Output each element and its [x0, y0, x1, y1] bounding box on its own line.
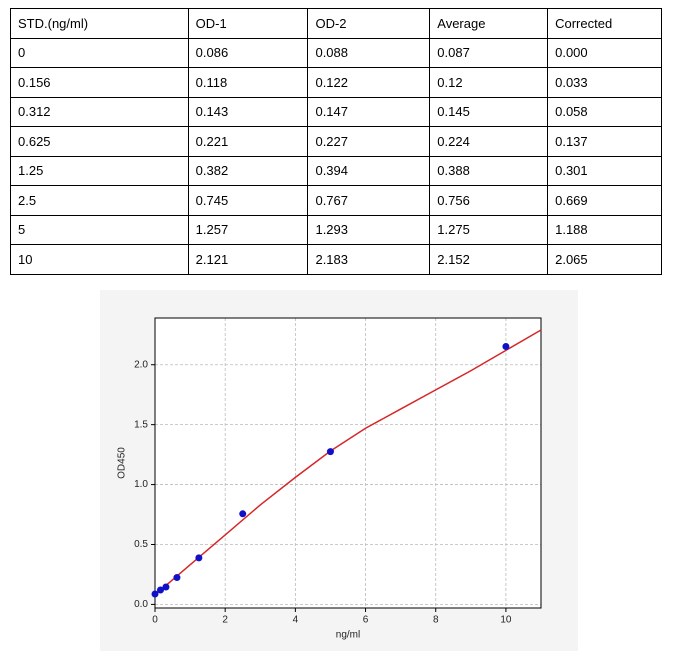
data-point: [173, 574, 181, 582]
data-point: [195, 554, 203, 562]
x-tick-label: 10: [500, 615, 512, 626]
table-cell: 0.156: [10, 67, 189, 98]
table-cell: 0.224: [429, 126, 549, 157]
y-axis-label: OD450: [117, 447, 128, 479]
y-tick-label: 0.5: [134, 539, 148, 550]
plot-area: [155, 318, 541, 608]
table-cell: 0.058: [547, 96, 662, 127]
data-point: [162, 583, 170, 591]
table-cell: 0.301: [547, 155, 662, 186]
table-cell: 0.669: [547, 185, 662, 216]
table-row: 10 2.121 2.183 2.152 2.065: [10, 244, 662, 275]
table-cell: 0.382: [187, 155, 309, 186]
table-cell: 2.183: [307, 244, 431, 275]
x-tick-label: 8: [433, 615, 439, 626]
y-tick-label: 1.0: [134, 479, 148, 490]
axes-frame: [154, 317, 542, 609]
table-row: 0 0.086 0.088 0.087 0.000: [10, 37, 662, 68]
table-row: 0.312 0.143 0.147 0.145 0.058: [10, 96, 662, 127]
y-tick-label: 1.5: [134, 419, 148, 430]
table-cell: 10: [10, 244, 189, 275]
table-cell: 0.143: [187, 96, 309, 127]
table-cell: 2.152: [429, 244, 549, 275]
table-cell: 0.12: [429, 67, 549, 98]
data-point: [502, 343, 510, 351]
data-table: STD.(ng/ml) OD-1 OD-2 Average Corrected 0 0.08…: [10, 8, 662, 275]
table-cell: 2.065: [547, 244, 662, 275]
table-cell: 0.221: [187, 126, 309, 157]
table-cell: 0.145: [429, 96, 549, 127]
table-cell: Average: [429, 8, 549, 39]
fit-curve: [154, 329, 542, 596]
table-cell: 0.312: [10, 96, 189, 127]
table-cell: 1.188: [547, 214, 662, 245]
x-tick-label: 2: [222, 615, 228, 626]
table-cell: 0.033: [547, 67, 662, 98]
data-point: [239, 510, 247, 518]
table-cell: 0.118: [187, 67, 309, 98]
table-cell: 0.000: [547, 37, 662, 68]
table-cell: 1.293: [307, 214, 431, 245]
table-cell: Corrected: [547, 8, 662, 39]
table-cell: 0.122: [307, 67, 431, 98]
data-point: [151, 590, 159, 598]
x-tick-label: 6: [363, 615, 369, 626]
y-tick-label: 0.0: [134, 599, 148, 610]
x-tick-label: 4: [293, 615, 299, 626]
table-cell: OD-1: [187, 8, 309, 39]
table-cell: 2.5: [10, 185, 189, 216]
table-cell: 0.088: [307, 37, 431, 68]
x-axis-label: ng/ml: [336, 630, 360, 641]
table-cell: 0.388: [429, 155, 549, 186]
table-cell: 2.121: [187, 244, 309, 275]
x-tick-label: 0: [152, 615, 158, 626]
table-cell: 0.087: [429, 37, 549, 68]
table-cell: 0.147: [307, 96, 431, 127]
y-tick-label: 2.0: [134, 359, 148, 370]
table-row: 0.156 0.118 0.122 0.12 0.033: [10, 67, 662, 98]
data-point: [326, 448, 334, 456]
table-cell: 0.086: [187, 37, 309, 68]
data-point: [156, 586, 164, 594]
table-row: 5 1.257 1.293 1.275 1.188: [10, 214, 662, 245]
table-row: STD.(ng/ml) OD-1 OD-2 Average Corrected: [10, 8, 662, 39]
table-cell: STD.(ng/ml): [10, 8, 189, 39]
